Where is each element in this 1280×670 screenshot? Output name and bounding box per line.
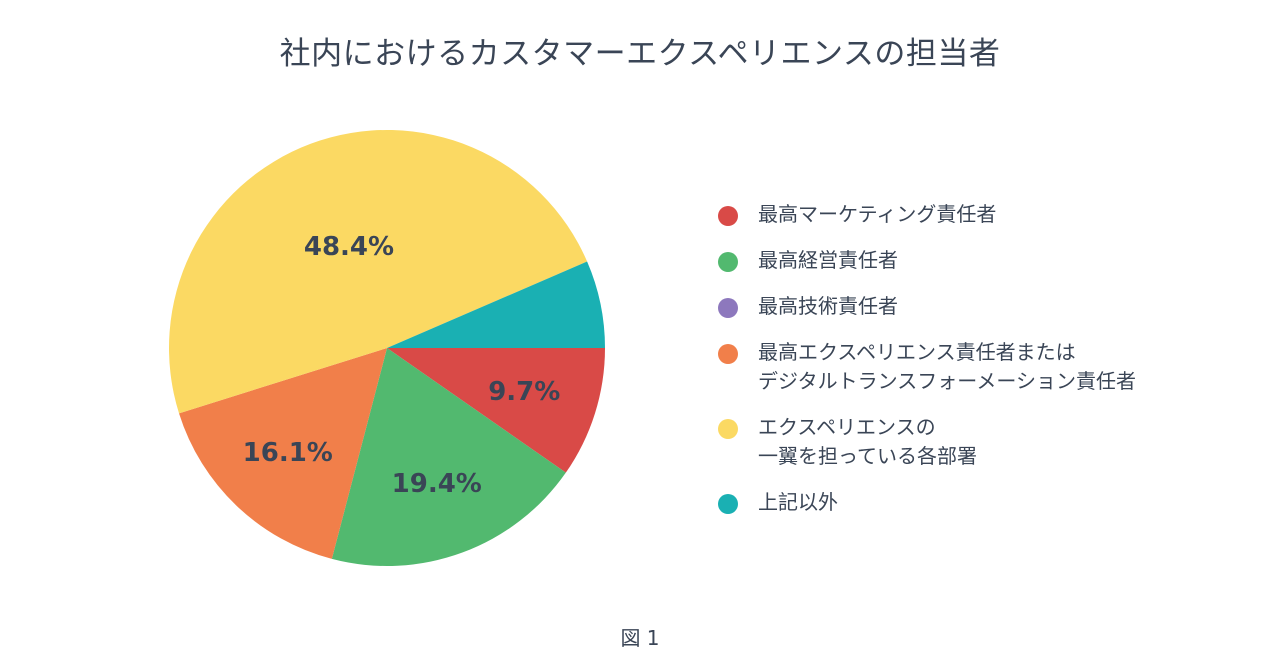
legend: 最高マーケティング責任者 最高経営責任者 最高技術責任者最高エクスペリエンス責任者ま… — [718, 200, 1198, 534]
legend-label-line: 最高マーケティング責任者 — [758, 202, 997, 226]
legend-swatch-4 — [718, 419, 738, 439]
legend-item-5: 上記以外 — [718, 488, 1198, 517]
legend-label-5: 上記以外 — [758, 488, 838, 517]
legend-swatch-5 — [718, 494, 738, 514]
pie-slice-0 — [387, 348, 605, 473]
legend-label-3: 最高エクスペリエンス責任者またはデジタルトランスフォーメーション責任者 — [758, 338, 1136, 396]
pie-chart: 9.7% 19.4% 16.1% 48.4% — [168, 129, 605, 566]
slice-data-label-4: 48.4% — [304, 232, 394, 262]
legend-label-2: 最高技術責任者 — [758, 292, 898, 321]
legend-item-0: 最高マーケティング責任者 — [718, 200, 1198, 229]
legend-label-1: 最高経営責任者 — [758, 246, 898, 275]
slice-data-label-3: 16.1% — [243, 438, 333, 468]
slice-data-label-1: 19.4% — [392, 469, 482, 499]
pie-slice-5 — [387, 261, 605, 348]
legend-label-line: 最高技術責任者 — [758, 294, 898, 318]
pie-slice-3 — [179, 348, 387, 559]
slice-data-label-0: 9.7% — [488, 377, 560, 407]
legend-swatch-1 — [718, 252, 738, 272]
legend-label-4: エクスペリエンスの一翼を担っている各部署 — [758, 413, 977, 471]
legend-swatch-3 — [718, 344, 738, 364]
legend-label-0: 最高マーケティング責任者 — [758, 200, 996, 229]
legend-label-line: 一翼を担っている各部署 — [758, 444, 977, 468]
figure-caption: 図 1 — [620, 626, 660, 650]
legend-swatch-0 — [718, 206, 738, 226]
legend-label-line: 上記以外 — [758, 490, 838, 514]
legend-label-line: 最高経営責任者 — [758, 248, 898, 272]
legend-item-2: 最高技術責任者 — [718, 292, 1198, 321]
legend-item-1: 最高経営責任者 — [718, 246, 1198, 275]
legend-label-line: エクスペリエンスの — [758, 415, 936, 439]
legend-swatch-2 — [718, 298, 738, 318]
legend-item-3: 最高エクスペリエンス責任者またはデジタルトランスフォーメーション責任者 — [718, 338, 1198, 396]
legend-label-line: 最高エクスペリエンス責任者または — [758, 340, 1076, 364]
legend-item-4: エクスペリエンスの一翼を担っている各部署 — [718, 413, 1198, 471]
chart-title: 社内におけるカスタマーエクスペリエンスの担当者 — [279, 36, 1001, 72]
pie-slice-1 — [331, 348, 566, 566]
legend-label-line: デジタルトランスフォーメーション責任者 — [758, 369, 1136, 393]
pie-slice-4 — [168, 129, 588, 414]
